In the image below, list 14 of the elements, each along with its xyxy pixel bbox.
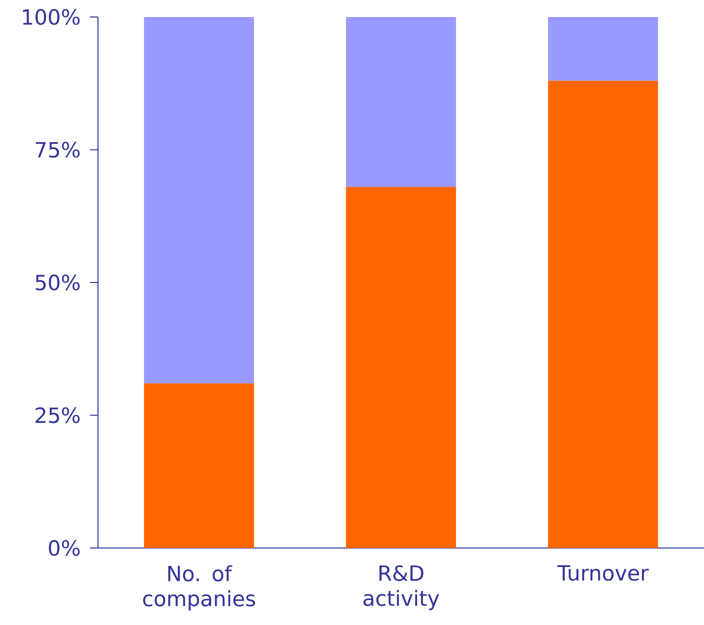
bar (346, 16, 456, 187)
bar (144, 16, 254, 384)
y-tick-label: 100% (23, 9, 80, 25)
y-tick-label: 0% (48, 540, 80, 556)
y-tick-label: 50% (36, 274, 80, 290)
bar (548, 80, 658, 548)
x-tick-label: No. of companies (143, 565, 256, 611)
y-tick-label: 75% (36, 142, 80, 158)
x-tick-label: R&D activity (364, 565, 440, 610)
bar (548, 16, 658, 81)
bar (346, 186, 456, 548)
bar (144, 383, 254, 548)
x-tick-label: Turnover (557, 565, 649, 581)
y-tick-label: 25% (36, 407, 80, 424)
